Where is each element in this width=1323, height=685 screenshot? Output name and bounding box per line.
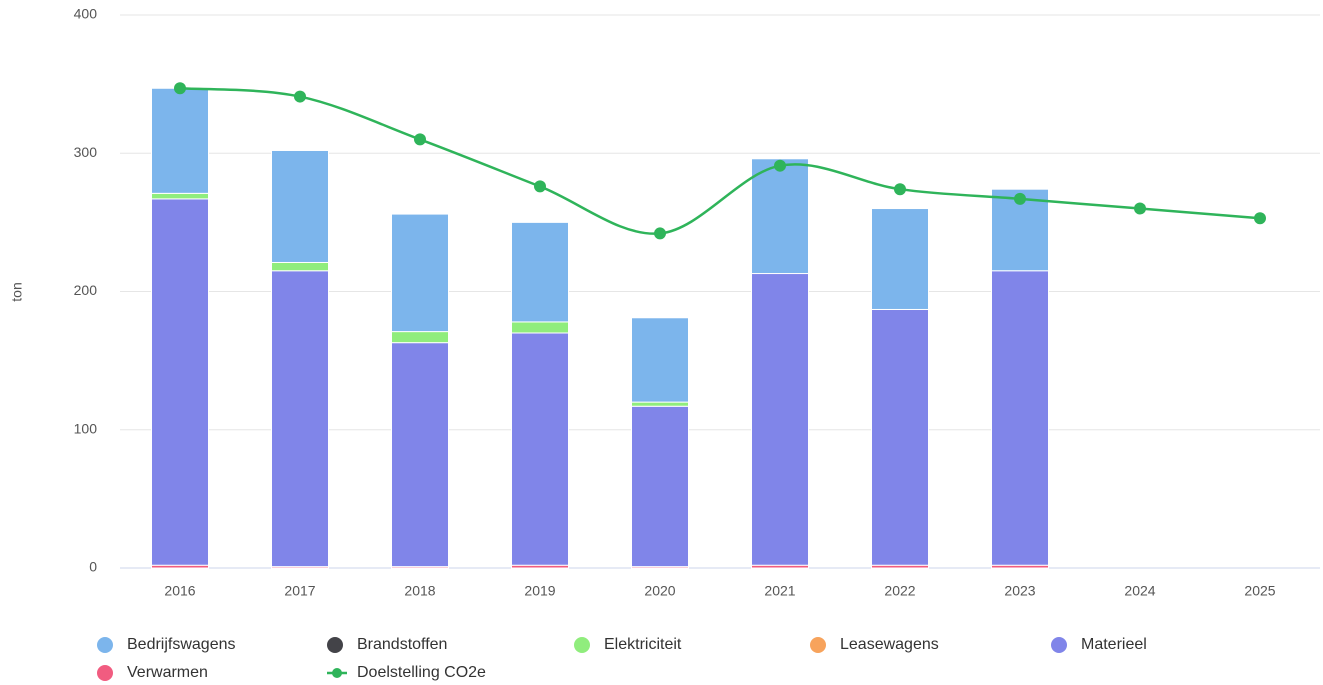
bar-segment [511,221,569,323]
legend-label: Leasewagens [840,636,939,653]
x-tick-label: 2024 [1124,583,1155,599]
target-line [179,87,1261,235]
bar-segment [151,87,209,194]
legend-label: Verwarmen [127,664,208,681]
y-axis-label: ton [9,282,25,301]
x-tick-label: 2017 [284,583,315,599]
bar-segment [631,317,689,403]
target-point [1254,212,1266,225]
target-point [294,90,306,103]
legend-symbol [327,637,343,653]
bar-segment [271,261,329,272]
bar-segment [151,198,209,566]
target-point [894,183,906,196]
target-point [1014,192,1026,205]
x-tick-label: 2018 [404,583,435,599]
x-tick-label: 2022 [884,583,915,599]
legend-label: Doelstelling CO2e [357,664,486,681]
bar-segment [391,342,449,568]
bar-segment [991,270,1049,566]
y-tick-label: 300 [74,144,98,160]
legend-symbol [332,668,342,678]
target-point [774,159,786,172]
x-tick-label: 2020 [644,583,675,599]
y-tick-label: 400 [74,6,98,22]
bar-segment [391,331,449,344]
x-tick-label: 2021 [764,583,795,599]
legend-label: Materieel [1081,636,1147,653]
bar-segment [751,273,809,566]
target-point [414,133,426,146]
target-point [534,180,546,193]
bar-segment [151,192,209,200]
legend-label: Bedrijfswagens [127,636,236,653]
legend-symbol [1051,637,1067,653]
y-tick-label: 200 [74,282,98,298]
bar-segment [511,332,569,566]
y-tick-label: 100 [74,420,98,436]
legend-label: Elektriciteit [604,636,682,653]
bar-segment [271,149,329,263]
target-point [654,227,666,240]
bar-segment [271,270,329,568]
legend-symbol [97,637,113,653]
legend-symbol [97,665,113,681]
bar-segment [871,308,929,566]
target-point [1134,202,1146,215]
x-tick-label: 2019 [524,583,555,599]
bar-segment [871,208,929,310]
legend-symbol [574,637,590,653]
x-tick-label: 2023 [1004,583,1035,599]
bar-segment [511,321,569,334]
bar-segment [391,213,449,333]
bar-segment [631,401,689,407]
bar-segment [751,158,809,275]
target-point [174,82,186,95]
x-tick-label: 2025 [1244,583,1275,599]
bar-segment [631,405,689,568]
legend-symbol [810,637,826,653]
y-tick-label: 0 [89,559,97,575]
x-tick-label: 2016 [164,583,195,599]
legend-label: Brandstoffen [357,636,447,653]
